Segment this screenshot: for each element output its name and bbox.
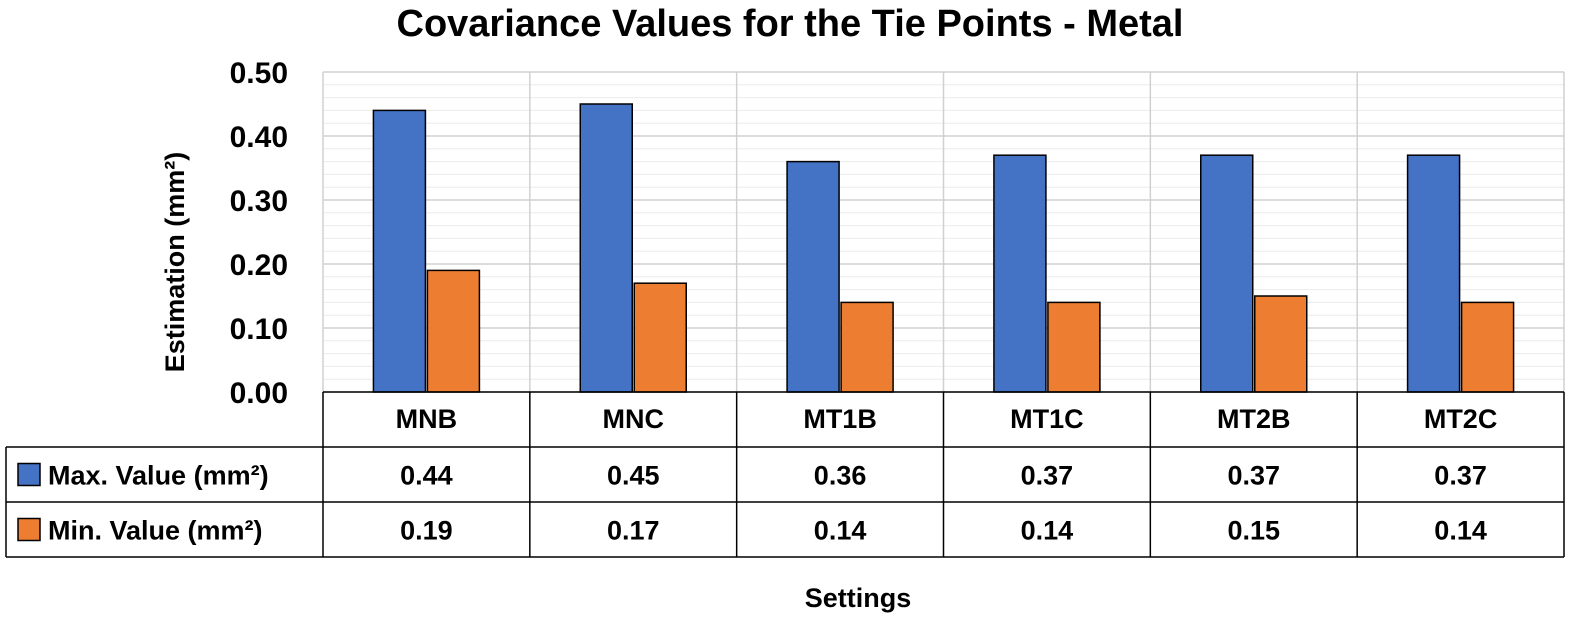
- data-label: 0.36: [814, 461, 867, 491]
- data-label: 0.14: [1434, 516, 1487, 546]
- y-tick-label: 0.20: [230, 249, 288, 282]
- legend-label: Max. Value (mm²): [48, 461, 269, 491]
- x-tick-label: MT1C: [1010, 404, 1084, 434]
- data-label: 0.37: [1021, 461, 1074, 491]
- bar-min-mnb: [426, 269, 481, 393]
- data-label: 0.15: [1227, 516, 1280, 546]
- x-axis-label: Settings: [805, 583, 912, 613]
- y-axis-ticks: 0.00 0.10 0.20 0.30 0.40 0.50: [230, 57, 288, 410]
- bar-min-mt1b: [840, 301, 894, 393]
- data-label: 0.37: [1227, 461, 1280, 491]
- y-tick-label: 0.10: [230, 313, 288, 346]
- gridlines: [322, 71, 1565, 393]
- legend-key: [17, 462, 41, 487]
- data-label: 0.17: [607, 516, 660, 546]
- x-tick-label: MNC: [603, 404, 665, 434]
- y-tick-label: 0.40: [230, 121, 288, 154]
- data-label: 0.44: [400, 461, 453, 491]
- y-axis-label: Estimation (mm²): [160, 152, 190, 373]
- bars: [372, 103, 1515, 393]
- legend-label: Min. Value (mm²): [48, 516, 263, 546]
- data-table: MNB MNC MT1B MT1C MT2B MT2C Max. Value (mm²) 0.…: [5, 391, 1565, 558]
- bar-min-mnc: [633, 282, 687, 393]
- bar-max-mt1b: [786, 160, 840, 393]
- legend-key: [17, 517, 41, 542]
- bar-max-mnb: [372, 109, 427, 393]
- y-tick-label: 0.30: [230, 185, 288, 218]
- x-tick-label: MT1B: [803, 404, 877, 434]
- data-label: 0.45: [607, 461, 660, 491]
- data-label: 0.37: [1434, 461, 1487, 491]
- x-tick-label: MT2C: [1424, 404, 1498, 434]
- bar-min-mt1c: [1047, 301, 1101, 393]
- bar-max-mnc: [579, 103, 633, 393]
- bar-max-mt2b: [1200, 154, 1254, 393]
- y-tick-label: 0.50: [230, 57, 288, 90]
- x-tick-label: MNB: [396, 404, 458, 434]
- bar-min-mt2c: [1460, 301, 1515, 393]
- data-label: 0.14: [814, 516, 867, 546]
- chart-title: Covariance Values for the Tie Points - M…: [397, 3, 1184, 45]
- y-tick-label: 0.00: [230, 377, 288, 410]
- bar-max-mt1c: [993, 154, 1047, 393]
- data-label: 0.14: [1021, 516, 1074, 546]
- bar-max-mt2c: [1406, 154, 1461, 393]
- x-tick-label: MT2B: [1217, 404, 1291, 434]
- data-label: 0.19: [400, 516, 453, 546]
- bar-min-mt2b: [1254, 295, 1308, 393]
